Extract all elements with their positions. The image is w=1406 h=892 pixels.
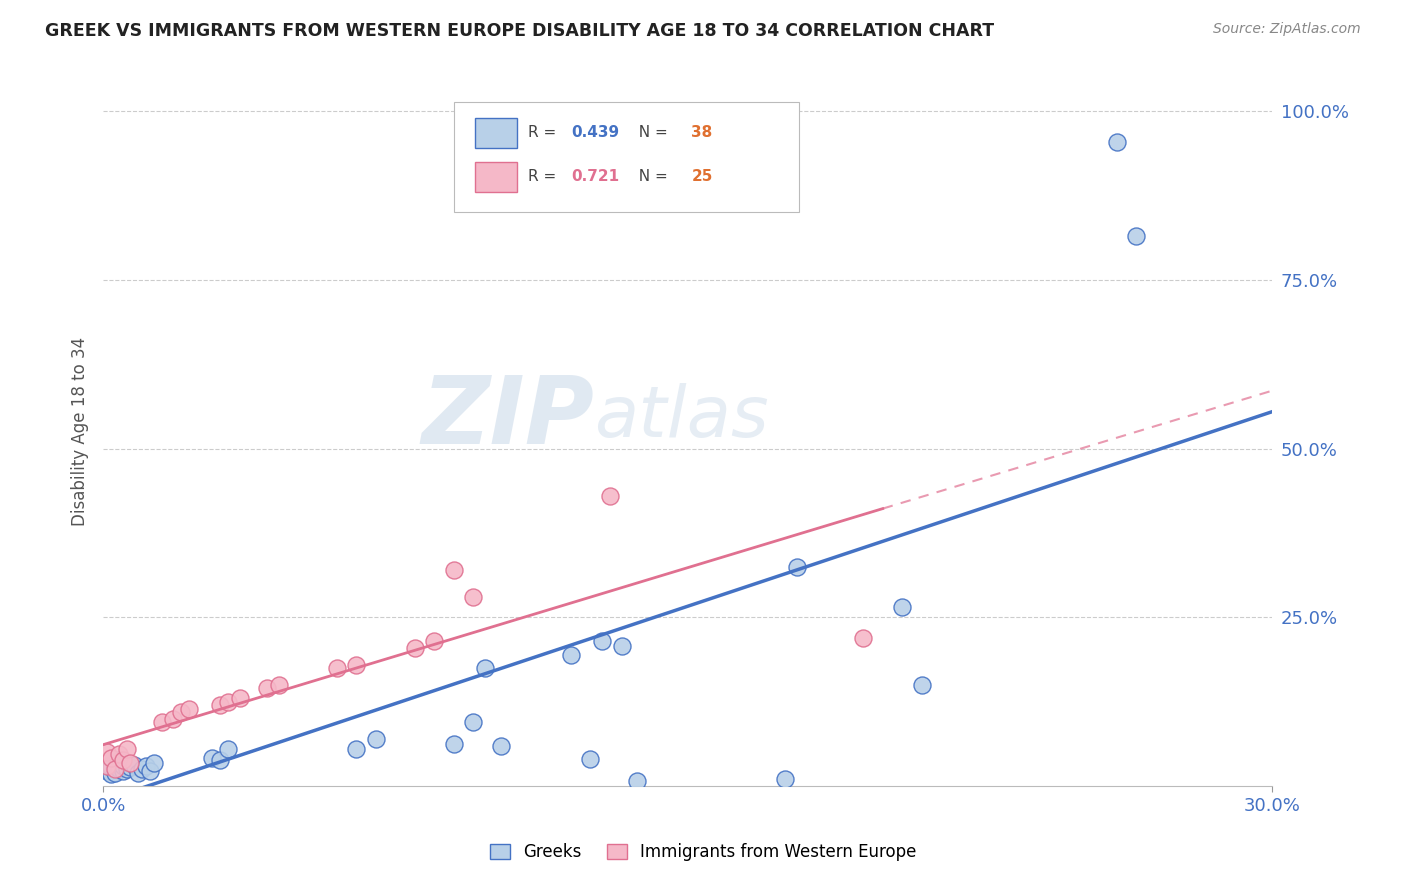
Point — [775, 772, 797, 787]
Y-axis label: Disability Age 18 to 34: Disability Age 18 to 34 — [72, 337, 89, 526]
Point — [591, 634, 613, 648]
Point — [489, 739, 512, 753]
FancyBboxPatch shape — [454, 103, 799, 212]
Text: R =: R = — [527, 169, 561, 184]
Point — [111, 759, 134, 773]
Point — [150, 714, 173, 729]
Point — [599, 489, 621, 503]
Point — [346, 742, 368, 756]
Point — [111, 764, 134, 779]
Point — [177, 701, 200, 715]
Point — [170, 705, 193, 719]
Point — [96, 759, 118, 773]
Point — [626, 773, 648, 788]
Point — [111, 754, 134, 768]
Point — [96, 764, 118, 779]
Point — [104, 765, 127, 780]
Point — [463, 714, 485, 729]
Text: 38: 38 — [692, 125, 713, 139]
Point — [256, 681, 278, 696]
Point — [852, 631, 875, 645]
Point — [142, 756, 165, 770]
Point — [404, 640, 426, 655]
Point — [124, 757, 146, 772]
Text: 0.439: 0.439 — [571, 125, 619, 139]
Point — [423, 634, 446, 648]
Text: N =: N = — [630, 169, 673, 184]
Point — [135, 759, 157, 773]
Point — [267, 678, 290, 692]
Point — [217, 742, 239, 756]
Point — [120, 756, 142, 770]
Point — [127, 765, 149, 780]
Point — [786, 559, 808, 574]
Point — [100, 760, 122, 774]
FancyBboxPatch shape — [475, 118, 517, 147]
Point — [443, 563, 465, 577]
Point — [579, 752, 602, 766]
Point — [107, 754, 129, 768]
Point — [209, 698, 232, 713]
Point — [115, 742, 138, 756]
Point — [100, 751, 122, 765]
Text: R =: R = — [527, 125, 561, 139]
Text: 25: 25 — [692, 169, 713, 184]
Point — [201, 751, 224, 765]
Text: ZIP: ZIP — [422, 372, 595, 464]
Point — [107, 747, 129, 761]
Text: N =: N = — [630, 125, 673, 139]
Point — [96, 745, 118, 759]
Legend: Greeks, Immigrants from Western Europe: Greeks, Immigrants from Western Europe — [484, 837, 922, 868]
FancyBboxPatch shape — [475, 162, 517, 193]
Point — [443, 737, 465, 751]
Text: Source: ZipAtlas.com: Source: ZipAtlas.com — [1213, 22, 1361, 37]
Point — [209, 754, 232, 768]
Text: atlas: atlas — [595, 384, 769, 452]
Point — [104, 757, 127, 772]
Point — [104, 762, 127, 776]
Point — [228, 691, 250, 706]
Point — [139, 764, 162, 779]
Text: GREEK VS IMMIGRANTS FROM WESTERN EUROPE DISABILITY AGE 18 TO 34 CORRELATION CHAR: GREEK VS IMMIGRANTS FROM WESTERN EUROPE … — [45, 22, 994, 40]
Point — [911, 678, 934, 692]
Point — [120, 760, 142, 774]
Point — [115, 762, 138, 776]
Point — [891, 600, 914, 615]
Point — [162, 712, 184, 726]
Point — [326, 661, 349, 675]
Point — [217, 695, 239, 709]
Point — [364, 731, 387, 746]
Point — [463, 590, 485, 604]
Point — [560, 648, 582, 662]
Text: 0.721: 0.721 — [571, 169, 619, 184]
Point — [131, 762, 153, 776]
Point — [1125, 229, 1147, 244]
Point — [1105, 135, 1128, 149]
Point — [346, 657, 368, 672]
Point — [100, 767, 122, 781]
Point — [610, 639, 633, 653]
Point — [107, 762, 129, 776]
Point — [474, 661, 496, 675]
